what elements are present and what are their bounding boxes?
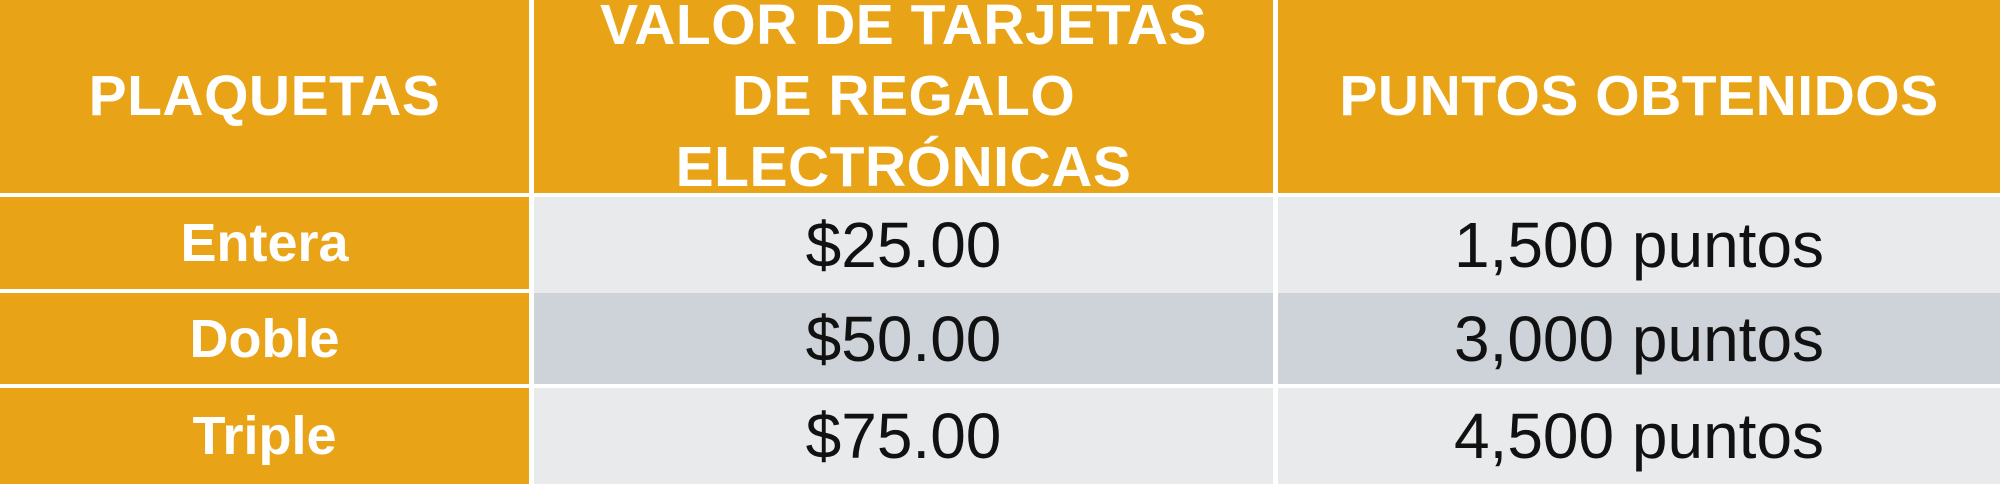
cell-doble-puntos: 3,000 puntos — [1278, 293, 2000, 388]
column-header-valor-tarjetas: VALOR DE TARJETAS DE REGALO ELECTRÓNICAS — [534, 0, 1278, 199]
cell-triple-puntos: 4,500 puntos — [1278, 388, 2000, 484]
column-header-plaquetas: PLAQUETAS — [0, 0, 534, 197]
cell-doble-valor: $50.00 — [534, 293, 1278, 388]
cell-triple-valor: $75.00 — [534, 388, 1278, 484]
row-header-entera: Entera — [0, 197, 534, 293]
row-header-triple: Triple — [0, 388, 534, 484]
column-header-puntos-obtenidos: PUNTOS OBTENIDOS — [1278, 0, 2000, 197]
cell-entera-puntos: 1,500 puntos — [1278, 197, 2000, 293]
cell-entera-valor: $25.00 — [534, 197, 1278, 293]
row-header-doble: Doble — [0, 293, 534, 388]
